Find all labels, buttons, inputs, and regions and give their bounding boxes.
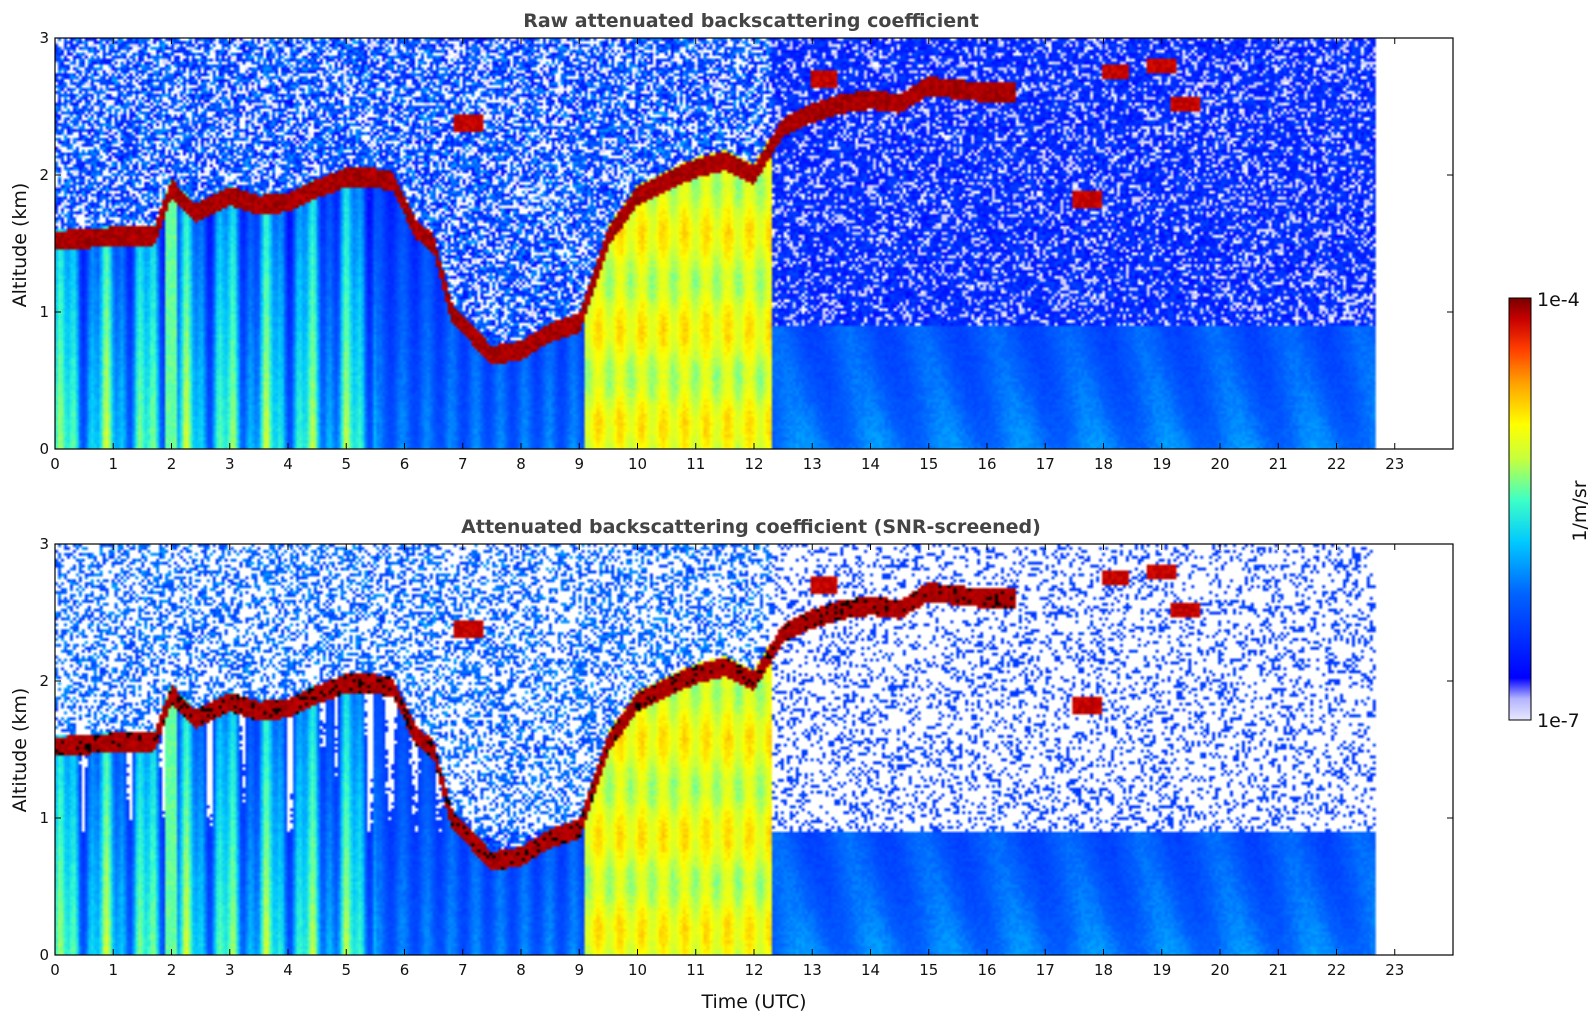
x-tick-label: 14 (861, 961, 880, 979)
top-panel-title: Raw attenuated backscattering coefficien… (523, 10, 979, 32)
x-tick-label: 23 (1385, 961, 1404, 979)
x-tick-label: 13 (803, 961, 822, 979)
x-tick-label: 1 (108, 961, 118, 979)
x-tick-label: 7 (458, 455, 468, 473)
x-tick-label: 3 (225, 455, 235, 473)
colorbar-min-label: 1e-7 (1537, 710, 1580, 732)
bottom-panel-title: Attenuated backscattering coefficient (S… (461, 516, 1041, 538)
x-tick-label: 10 (628, 961, 647, 979)
bottom-axis-ticks: 0 1 2 3 4 5 6 7 8 9 10 11 12 13 14 15 16 17 18 19 20 21 22 2301… (39, 535, 1453, 979)
y-tick-label: 1 (39, 303, 49, 321)
x-tick-label: 2 (167, 961, 177, 979)
colorbar: 1e-4 1e-7 1/m/sr (1508, 289, 1591, 732)
top-y-axis-label: Altitude (km) (9, 183, 31, 308)
y-tick-label: 1 (39, 809, 49, 827)
x-tick-label: 20 (1210, 455, 1229, 473)
x-tick-label: 20 (1210, 961, 1229, 979)
x-tick-label: 22 (1327, 961, 1346, 979)
x-tick-label: 19 (1152, 961, 1171, 979)
bottom-y-axis-label: Altitude (km) (9, 688, 31, 813)
x-tick-label: 6 (400, 961, 410, 979)
x-tick-label: 5 (341, 961, 351, 979)
x-tick-label: 8 (516, 455, 526, 473)
x-tick-label: 18 (1094, 961, 1113, 979)
x-tick-label: 9 (574, 961, 584, 979)
x-tick-label: 12 (744, 455, 763, 473)
x-tick-label: 19 (1152, 455, 1171, 473)
x-tick-label: 0 (50, 961, 60, 979)
y-tick-label: 0 (39, 440, 49, 458)
screened-backscatter-panel: Attenuated backscattering coefficient (S… (9, 516, 1454, 1013)
x-tick-label: 12 (744, 961, 763, 979)
x-axis-label: Time (UTC) (700, 991, 806, 1013)
x-tick-label: 4 (283, 961, 293, 979)
x-tick-label: 7 (458, 961, 468, 979)
screened-backscatter-heatmap (55, 544, 1453, 955)
x-tick-label: 17 (1036, 961, 1055, 979)
y-tick-label: 0 (39, 946, 49, 964)
x-tick-label: 15 (919, 455, 938, 473)
x-tick-label: 15 (919, 961, 938, 979)
x-tick-label: 14 (861, 455, 880, 473)
x-tick-label: 18 (1094, 455, 1113, 473)
y-tick-label: 2 (39, 166, 49, 184)
x-tick-label: 5 (341, 455, 351, 473)
x-tick-label: 1 (108, 455, 118, 473)
x-tick-label: 0 (50, 455, 60, 473)
raw-backscatter-heatmap (55, 38, 1453, 449)
top-axis-ticks: 0 1 2 3 4 5 6 7 8 9 10 11 12 13 14 15 16 17 18 19 20 21 22 2301… (39, 29, 1453, 473)
x-tick-label: 21 (1269, 455, 1288, 473)
x-tick-label: 10 (628, 455, 647, 473)
x-tick-label: 13 (803, 455, 822, 473)
x-tick-label: 22 (1327, 455, 1346, 473)
x-tick-label: 21 (1269, 961, 1288, 979)
x-tick-label: 11 (686, 961, 705, 979)
x-tick-label: 2 (167, 455, 177, 473)
x-tick-label: 8 (516, 961, 526, 979)
y-tick-label: 3 (39, 535, 49, 553)
x-tick-label: 6 (400, 455, 410, 473)
colorbar-max-label: 1e-4 (1537, 289, 1580, 311)
x-tick-label: 16 (977, 961, 996, 979)
x-tick-label: 3 (225, 961, 235, 979)
x-tick-label: 4 (283, 455, 293, 473)
colorbar-gradient (1508, 297, 1532, 721)
x-tick-label: 16 (977, 455, 996, 473)
x-tick-label: 11 (686, 455, 705, 473)
y-tick-label: 3 (39, 29, 49, 47)
raw-backscatter-panel: Raw attenuated backscattering coefficien… (9, 10, 1454, 473)
x-tick-label: 9 (574, 455, 584, 473)
x-tick-label: 17 (1036, 455, 1055, 473)
x-tick-label: 23 (1385, 455, 1404, 473)
colorbar-unit-label: 1/m/sr (1569, 480, 1591, 541)
y-tick-label: 2 (39, 672, 49, 690)
